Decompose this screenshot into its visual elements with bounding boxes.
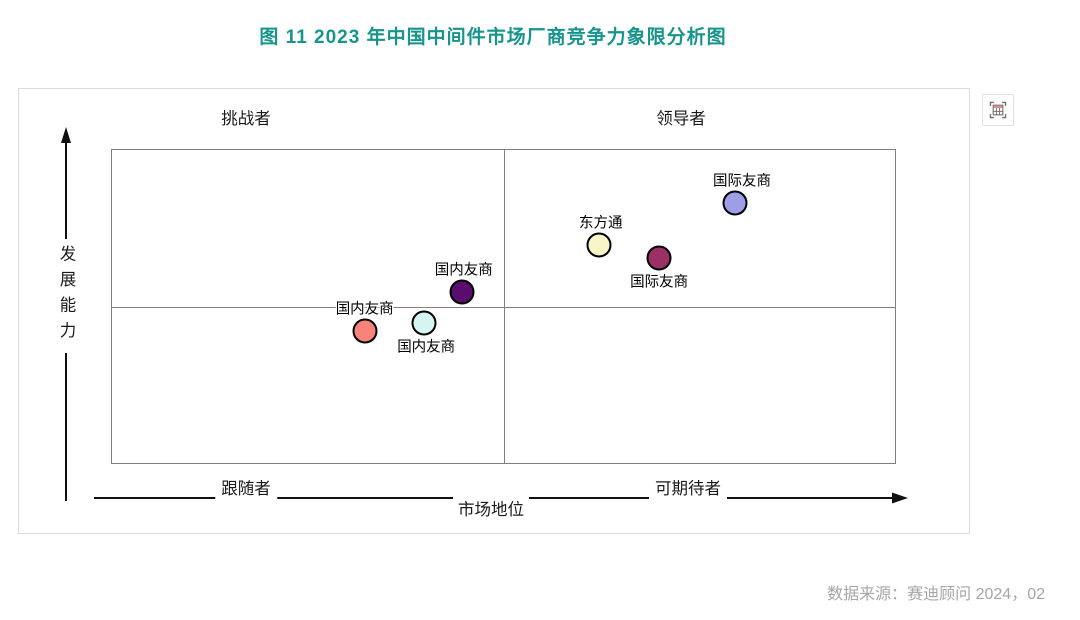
plot-area bbox=[111, 149, 896, 464]
scatter-point-label: 国际友商 bbox=[713, 173, 772, 190]
quadrant-chart: 挑战者 领导者 跟随者 可期待者 发展能力 市场地位 国际友商 东方通 国际友商 国内… bbox=[18, 88, 970, 534]
toolbox-data-view-button[interactable] bbox=[982, 94, 1014, 126]
data-source: 数据来源：赛迪顾问 2024，02 bbox=[827, 586, 1045, 603]
scatter-point[interactable] bbox=[352, 318, 378, 344]
scatter-point[interactable] bbox=[449, 279, 475, 305]
scatter-point[interactable] bbox=[722, 190, 748, 216]
scatter-point-label: 国内友商 bbox=[335, 301, 394, 318]
quadrant-divider-horizontal bbox=[112, 306, 895, 308]
scatter-point-label: 国际友商 bbox=[630, 274, 689, 291]
quadrant-label-contenders: 可期待者 bbox=[649, 475, 727, 499]
quadrant-label-challengers: 挑战者 bbox=[221, 110, 271, 128]
scatter-point[interactable] bbox=[586, 232, 612, 258]
scatter-point-label: 国内友商 bbox=[397, 339, 456, 356]
scatter-point[interactable] bbox=[411, 310, 437, 336]
scatter-points-layer: 国际友商 东方通 国际友商 国内友商 国内友商 国内友商 bbox=[19, 89, 969, 533]
scatter-point[interactable] bbox=[646, 245, 672, 271]
data-view-table-icon bbox=[989, 101, 1007, 119]
figure-title: 图 11 2023 年中国中间件市场厂商竞争力象限分析图 bbox=[259, 27, 727, 48]
quadrant-label-followers: 跟随者 bbox=[215, 475, 277, 499]
x-axis-label: 市场地位 bbox=[453, 495, 529, 521]
quadrant-label-leaders: 领导者 bbox=[656, 110, 706, 128]
scatter-point-label: 东方通 bbox=[579, 215, 623, 232]
scatter-point-label: 国内友商 bbox=[434, 262, 493, 279]
